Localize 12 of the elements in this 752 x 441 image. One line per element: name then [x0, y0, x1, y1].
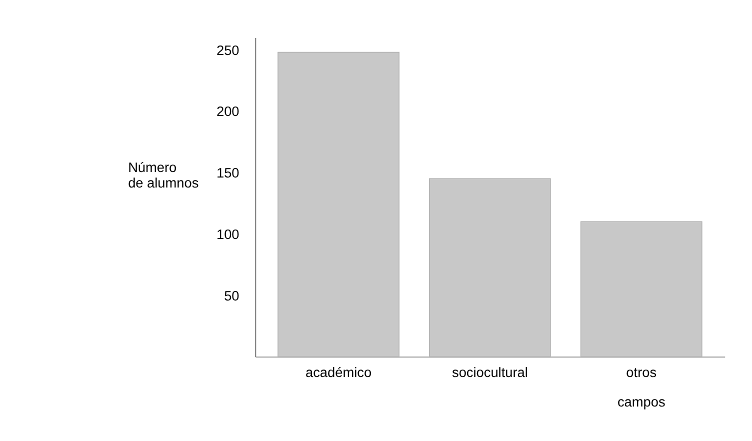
- y-tick-label: 100: [216, 226, 240, 242]
- y-tick-label: 150: [216, 166, 240, 181]
- bar: [278, 52, 400, 357]
- y-tick-label: 50: [224, 288, 240, 304]
- bar: [429, 178, 551, 357]
- bar: [580, 221, 702, 357]
- y-tick-label: 250: [216, 42, 240, 58]
- x-tick-label: académico: [305, 365, 372, 380]
- x-tick-label: otros campos: [617, 365, 666, 410]
- x-tick-label: sociocultural: [452, 365, 528, 380]
- y-tick-label: 200: [216, 104, 240, 120]
- y-axis-title: Número de alumnos: [128, 160, 199, 191]
